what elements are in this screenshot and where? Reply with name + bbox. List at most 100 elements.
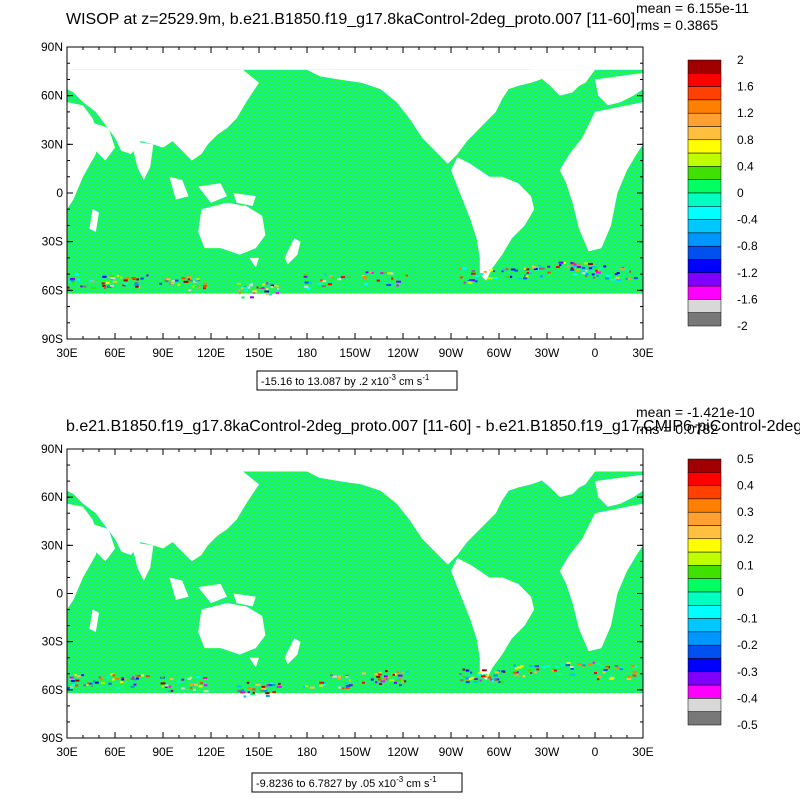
ocean-field [67, 449, 643, 738]
colorbar: 0.5 0.4 0.3 0.2 0.1 0 -0.1 -0.2 -0.3 -0.4 -0.5 [687, 452, 758, 732]
x-tick-label: 30W [535, 745, 560, 759]
colorbar-swatch [687, 112, 722, 127]
y-tick-label: 90N [41, 442, 63, 456]
colorbar-label: 0.1 [737, 558, 754, 572]
colorbar-label: 0.5 [737, 452, 754, 466]
x-tick-label: 0 [592, 346, 599, 360]
x-axis: 30E 60E 90E 120E 150E 180 150W 120W 90W 60W 30W 0 30… [56, 449, 654, 759]
x-tick-label: 30E [56, 346, 77, 360]
colorbar-swatch [687, 59, 722, 74]
y-tick-label: 90N [41, 40, 63, 54]
anomaly-speckles [67, 661, 641, 698]
y-tick-label: 90S [42, 731, 63, 745]
colorbar-label: 0.4 [737, 479, 754, 493]
colorbar-label: 1.2 [737, 106, 754, 120]
contour-info-text: -9.8236 to 6.7827 by .05 x10-3 cm s-1 [256, 775, 437, 790]
x-tick-label: 60W [487, 745, 512, 759]
colorbar-swatch [687, 285, 722, 300]
x-tick-label: 60E [104, 745, 125, 759]
colorbar-swatch [687, 73, 722, 87]
y-tick-label: 0 [56, 186, 63, 200]
stat-mean: mean = -1.421e-10 [636, 404, 755, 420]
chart-title: b.e21.B1850.f19_g17.8kaControl-2deg_prot… [66, 418, 800, 435]
colorbar-label: 0.4 [737, 159, 754, 173]
colorbar-swatch [687, 671, 722, 686]
chart-panel-2: b.e21.B1850.f19_g17.8kaControl-2deg_prot… [41, 404, 800, 793]
colorbar-swatch [687, 551, 722, 566]
colorbar: 2 1.6 1.2 0.8 0.4 0 -0.4 -0.8 -1.2 -1.6 -2 [687, 53, 758, 333]
colorbar-label: -2 [737, 319, 748, 333]
colorbar-swatch [687, 219, 722, 234]
anomaly-speckles [67, 261, 638, 299]
colorbar-swatch [687, 152, 722, 167]
colorbar-swatch [687, 206, 722, 220]
colorbar-label: 0.3 [737, 505, 754, 519]
x-tick-label: 60W [487, 346, 512, 360]
colorbar-swatch [687, 565, 722, 579]
colorbar-swatch [687, 272, 722, 287]
x-tick-label: 90W [439, 745, 464, 759]
x-tick-label: 180 [297, 745, 317, 759]
colorbar-swatch [687, 684, 722, 699]
colorbar-swatch [687, 698, 722, 712]
colorbar-swatch [687, 511, 722, 526]
y-tick-label: 30N [41, 538, 63, 552]
y-tick-label: 60N [41, 490, 63, 504]
colorbar-swatch [687, 525, 722, 540]
colorbar-swatch [687, 498, 722, 513]
ocean-field [67, 47, 643, 339]
colorbar-swatch [687, 472, 722, 486]
contour-info-box: -15.16 to 13.087 by .2 x10-3 cm s-1 [256, 370, 458, 391]
y-tick-label: 30N [41, 137, 63, 151]
x-tick-label: 120E [197, 745, 225, 759]
y-axis: 90N 60N 30N 0 30S 60S 90S [41, 442, 643, 745]
colorbar-swatch [687, 99, 722, 114]
colorbar-label: -0.5 [737, 718, 758, 732]
colorbar-label: 0 [737, 186, 744, 200]
x-tick-label: 90W [439, 346, 464, 360]
colorbar-swatch [687, 126, 722, 141]
y-tick-label: 0 [56, 587, 63, 601]
contour-info-box: -9.8236 to 6.7827 by .05 x10-3 cm s-1 [251, 772, 463, 793]
colorbar-label: -1.2 [737, 266, 758, 280]
colorbar-label: 1.6 [737, 80, 754, 94]
colorbar-swatch [687, 312, 722, 327]
colorbar-swatch [687, 631, 722, 646]
colorbar-swatch [687, 259, 722, 274]
y-tick-label: 60N [41, 89, 63, 103]
x-tick-label: 150W [339, 346, 371, 360]
x-tick-label: 30E [632, 346, 653, 360]
x-tick-label: 90E [152, 346, 173, 360]
y-tick-label: 30S [42, 235, 63, 249]
colorbar-swatch [687, 618, 722, 633]
colorbar-swatch [687, 658, 722, 673]
colorbar-label: -0.4 [737, 213, 758, 227]
colorbar-swatch [687, 86, 722, 101]
y-tick-label: 60S [42, 683, 63, 697]
colorbar-swatch [687, 605, 722, 619]
x-tick-label: 30W [535, 346, 560, 360]
colorbar-swatch [687, 245, 722, 260]
colorbar-swatch [687, 711, 722, 726]
x-tick-label: 150W [339, 745, 371, 759]
y-axis: 90N 60N 30N 0 30S 60S 90S [41, 40, 643, 346]
chart-title: WISOP at z=2529.9m, b.e21.B1850.f19_g17.… [66, 11, 635, 28]
colorbar-swatch [687, 232, 722, 247]
y-tick-label: 90S [42, 332, 63, 346]
colorbar-swatch [687, 578, 722, 593]
y-tick-label: 60S [42, 283, 63, 297]
x-tick-label: 150E [245, 346, 273, 360]
contour-info-text: -15.16 to 13.087 by .2 x10-3 cm s-1 [261, 373, 430, 388]
colorbar-swatch [687, 644, 722, 659]
x-axis: 30E 60E 90E 120E 150E 180 150W 120W 90W 60W 30W 0 30… [56, 47, 654, 360]
colorbar-swatch [687, 591, 722, 606]
x-tick-label: 120W [387, 346, 419, 360]
colorbar-swatch [687, 179, 722, 194]
stat-rms: rms = 0.0782 [636, 421, 718, 437]
colorbar-swatch [687, 485, 722, 500]
colorbar-label: -0.3 [737, 665, 758, 679]
colorbar-label: -0.8 [737, 239, 758, 253]
y-tick-label: 30S [42, 635, 63, 649]
x-tick-label: 30E [632, 745, 653, 759]
